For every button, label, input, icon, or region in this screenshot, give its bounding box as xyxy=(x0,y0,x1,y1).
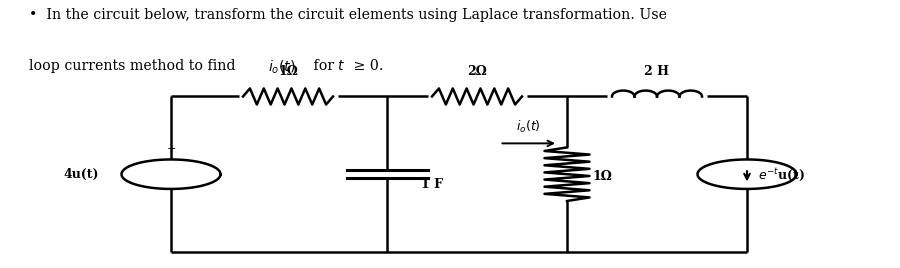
Text: 1Ω: 1Ω xyxy=(592,170,612,183)
Text: 1Ω: 1Ω xyxy=(278,65,298,78)
Text: $i_o(t)$: $i_o(t)$ xyxy=(268,59,296,76)
Text: ≥ 0.: ≥ 0. xyxy=(349,59,383,73)
Text: 1 F: 1 F xyxy=(421,178,443,191)
Text: $i_o(t)$: $i_o(t)$ xyxy=(516,119,541,135)
Text: 2 H: 2 H xyxy=(644,65,670,78)
Text: $e^{-t}$u(t): $e^{-t}$u(t) xyxy=(758,166,805,183)
Text: 4u(t): 4u(t) xyxy=(64,168,99,181)
Text: •  In the circuit below, transform the circuit elements using Laplace transforma: • In the circuit below, transform the ci… xyxy=(29,8,667,22)
Text: for: for xyxy=(309,59,338,73)
Text: $t$: $t$ xyxy=(337,59,345,73)
Text: 2Ω: 2Ω xyxy=(467,65,487,78)
Text: loop currents method to find: loop currents method to find xyxy=(29,59,239,73)
Text: +: + xyxy=(166,144,176,154)
